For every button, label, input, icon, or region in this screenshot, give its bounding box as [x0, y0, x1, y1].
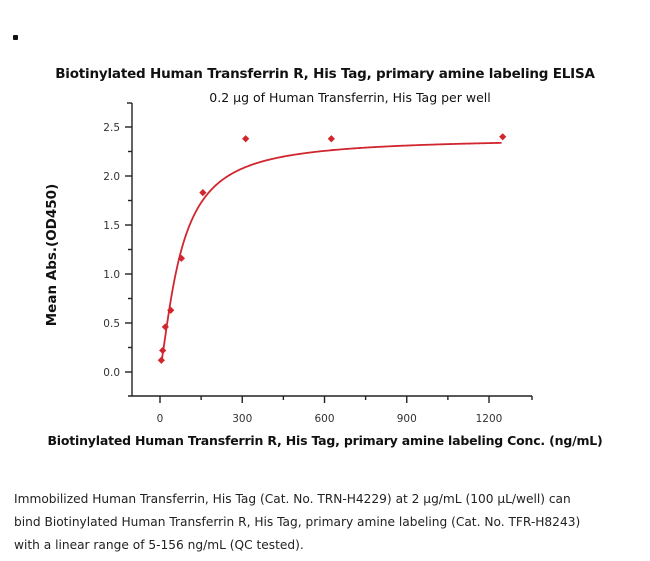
- data-point-marker: [327, 135, 335, 143]
- y-tick-label: 2.5: [103, 122, 120, 134]
- y-tick-label: 1.5: [103, 220, 120, 232]
- data-point-marker: [161, 323, 169, 331]
- y-tick-label: 2.0: [103, 171, 120, 183]
- x-tick-label: 900: [397, 413, 417, 425]
- y-tick-label: 0.5: [103, 318, 120, 330]
- caption-line: bind Biotinylated Human Transferrin R, H…: [14, 515, 581, 529]
- x-tick-label: 1200: [476, 413, 503, 425]
- chart-title: Biotinylated Human Transferrin R, His Ta…: [55, 66, 595, 82]
- y-tick-label: 0.0: [103, 367, 120, 379]
- y-axis-label: Mean Abs.(OD450): [44, 183, 60, 327]
- x-axis-label: Biotinylated Human Transferrin R, His Ta…: [47, 433, 603, 448]
- bullet-marker: [13, 35, 18, 40]
- data-point-marker: [199, 189, 207, 197]
- axes: 0.0 0.5 1.0 1.5 2.0 2.5 0 300 600 900 1200: [103, 102, 533, 425]
- x-tick-label: 300: [232, 413, 252, 425]
- data-point-marker: [157, 356, 165, 364]
- caption-line: with a linear range of 5-156 ng/mL (QC t…: [14, 538, 304, 552]
- data-point-marker: [159, 346, 167, 355]
- fit-curve: [160, 141, 502, 363]
- figure-caption: Immobilized Human Transferrin, His Tag (…: [14, 488, 640, 557]
- chart-subtitle: 0.2 µg of Human Transferrin, His Tag per…: [209, 90, 491, 105]
- y-tick-label: 1.0: [103, 269, 120, 281]
- data-points: [157, 133, 507, 364]
- data-point-marker: [242, 135, 250, 143]
- data-point-marker: [167, 306, 175, 314]
- caption-line: Immobilized Human Transferrin, His Tag (…: [14, 492, 571, 506]
- x-tick-label: 0: [157, 413, 164, 425]
- data-point-marker: [499, 133, 507, 141]
- x-tick-label: 600: [314, 413, 334, 425]
- data-point-marker: [177, 254, 186, 262]
